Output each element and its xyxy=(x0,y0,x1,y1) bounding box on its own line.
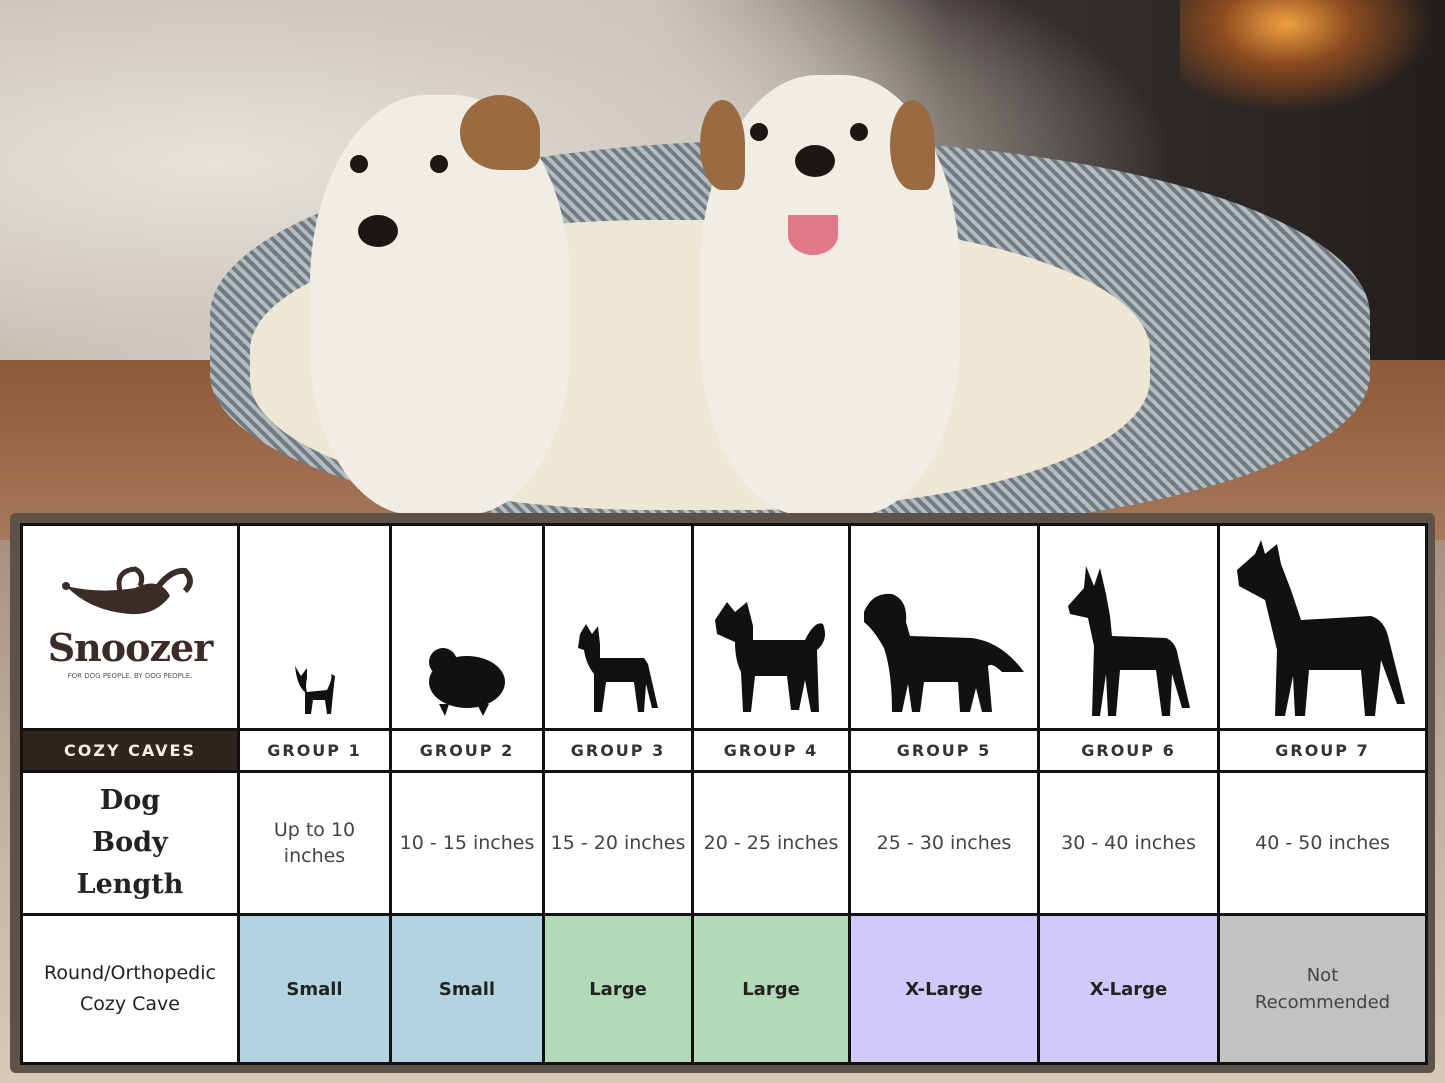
length-cell: 40 - 50 inches xyxy=(1217,770,1428,916)
dog-right xyxy=(700,75,960,515)
length-cell: Up to 10 inches xyxy=(237,770,392,916)
length-cell: 25 - 30 inches xyxy=(848,770,1040,916)
group-header: GROUP 1 xyxy=(237,728,392,773)
dog-icon-group-7 xyxy=(1217,523,1428,731)
bed-size-cell: Small xyxy=(389,913,545,1065)
bed-size-cell: Not Recommended xyxy=(1217,913,1428,1065)
dog-left xyxy=(310,95,570,515)
row-label-bed: Round/Orthopedic Cozy Cave xyxy=(20,913,240,1065)
golden-retriever-icon xyxy=(864,593,1024,712)
table-row: Round/Orthopedic Cozy Cave Small Small L… xyxy=(20,913,1428,1065)
group-header: GROUP 2 xyxy=(389,728,545,773)
brand-tagline: FOR DOG PEOPLE. BY DOG PEOPLE. xyxy=(67,672,193,680)
group-header: GROUP 7 xyxy=(1217,728,1428,773)
dog-icon-group-5 xyxy=(848,523,1040,731)
length-cell: 20 - 25 inches xyxy=(691,770,851,916)
brand-name: Snoozer xyxy=(47,625,214,670)
doberman-icon xyxy=(1067,566,1190,716)
shiba-icon xyxy=(715,602,825,712)
group-header: GROUP 5 xyxy=(848,728,1040,773)
product-line-label: COZY CAVES xyxy=(20,728,240,773)
hero-photo xyxy=(0,0,1445,540)
table-row: Dog Body Length Up to 10 inches 10 - 15 … xyxy=(20,770,1428,916)
boston-terrier-icon xyxy=(578,624,658,712)
brand-logo: Snoozer FOR DOG PEOPLE. BY DOG PEOPLE. xyxy=(20,523,240,731)
bed-size-cell: X-Large xyxy=(1037,913,1220,1065)
chihuahua-icon xyxy=(294,666,335,714)
pomeranian-icon xyxy=(429,648,505,716)
bed-size-cell: Large xyxy=(542,913,694,1065)
bed-size-cell: Small xyxy=(237,913,392,1065)
row-label-length: Dog Body Length xyxy=(20,770,240,916)
fireplace xyxy=(1180,0,1445,120)
group-header: GROUP 4 xyxy=(691,728,851,773)
dog-icon-group-3 xyxy=(542,523,694,731)
bed-size-cell: Large xyxy=(691,913,851,1065)
group-header: GROUP 3 xyxy=(542,728,694,773)
length-cell: 30 - 40 inches xyxy=(1037,770,1220,916)
length-cell: 10 - 15 inches xyxy=(389,770,545,916)
great-dane-icon xyxy=(1236,540,1405,716)
dog-icon-group-2 xyxy=(389,523,545,731)
dog-icon-group-6 xyxy=(1037,523,1220,731)
length-cell: 15 - 20 inches xyxy=(542,770,694,916)
snoozer-dog-logo-icon xyxy=(62,566,193,615)
dog-icon-group-4 xyxy=(691,523,851,731)
group-header: GROUP 6 xyxy=(1037,728,1220,773)
dog-icon-group-1 xyxy=(237,523,392,731)
bed-size-cell: X-Large xyxy=(848,913,1040,1065)
size-chart: Snoozer FOR DOG PEOPLE. BY DOG PEOPLE. C… xyxy=(20,523,1428,1065)
